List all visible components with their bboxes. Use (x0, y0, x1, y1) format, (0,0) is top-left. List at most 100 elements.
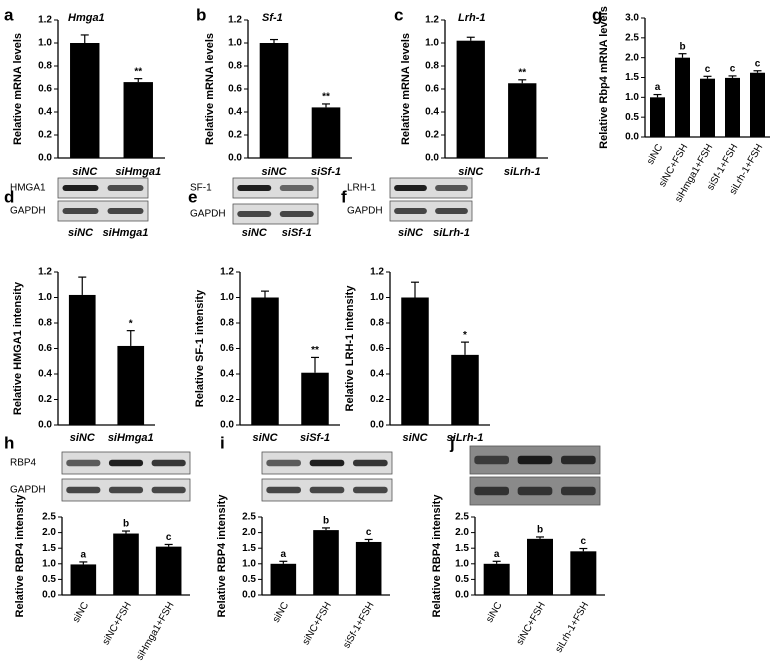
blot-band (266, 486, 301, 494)
bar (725, 77, 740, 137)
panel-letter: b (196, 5, 206, 24)
y-tick-label: 0.6 (38, 84, 52, 95)
annotation: c (705, 64, 711, 75)
bar (313, 530, 339, 595)
panel-letter: j (449, 433, 455, 452)
panel: i 0.0 0.5 1.0 1.5 2.0 2.5 Relative RBP4 intensi… (216, 433, 393, 650)
blot-lane-label: siLrh-1 (433, 227, 470, 239)
annotation: a (81, 550, 87, 561)
y-tick-label: 0.4 (38, 369, 52, 380)
y-tick-label: 1.0 (42, 558, 56, 569)
panel: a Hmga1 0.0 0.2 0.4 0.6 0.8 1.0 1.2 Relative mRNA… (4, 5, 165, 178)
y-tick-label: 2.0 (242, 527, 256, 538)
y-tick-label: 2.0 (42, 527, 56, 538)
panel: h 0.0 0.5 1.0 1.5 2.0 2.5 Relative RBP4 intensi… (4, 433, 191, 662)
y-axis-label: Relative RBP4 intensity (14, 494, 26, 618)
annotation: b (679, 41, 685, 52)
bar (155, 546, 182, 595)
y-tick-label: 0.8 (425, 61, 439, 72)
bar (451, 354, 479, 425)
bar (401, 297, 429, 425)
annotation: c (755, 58, 761, 69)
panel-letter: f (341, 187, 347, 206)
y-tick-label: 2.0 (625, 52, 639, 63)
bar (117, 345, 145, 425)
blot-frame (57, 200, 149, 222)
blot-band (309, 486, 345, 494)
bar (311, 107, 341, 158)
x-tick-label: siNC (458, 166, 484, 178)
bar (483, 563, 510, 595)
y-tick-label: 1.2 (38, 267, 52, 278)
blot-row-label: GAPDH (10, 206, 46, 217)
y-tick-label: 0.2 (38, 394, 52, 405)
y-tick-label: 0.0 (455, 590, 469, 601)
y-tick-label: 0.5 (242, 574, 256, 585)
y-tick-label: 0.6 (228, 84, 242, 95)
bar (301, 372, 329, 425)
y-tick-label: 1.0 (370, 292, 384, 303)
panel: b Sf-1 0.0 0.2 0.4 0.6 0.8 1.0 1.2 Relative mRNA … (196, 5, 352, 178)
x-tick-label: siLrh-1+FSH (553, 600, 591, 654)
x-tick-label: siHmga1 (108, 432, 154, 444)
y-tick-label: 0.0 (38, 420, 52, 431)
y-tick-label: 1.0 (455, 558, 469, 569)
y-tick-label: 1.2 (370, 267, 384, 278)
blot-band (108, 486, 144, 494)
blot-band (279, 211, 314, 217)
bar (750, 72, 765, 137)
x-tick-label: siNC (70, 432, 96, 444)
y-tick-label: 0.4 (228, 107, 242, 118)
chart-title: Sf-1 (262, 12, 283, 24)
blot-band (62, 185, 99, 191)
y-tick-label: 0.6 (370, 343, 384, 354)
panel: g 0.0 0.5 1.0 1.5 2.0 2.5 3.0 Relative Rbp4 mRNA… (592, 5, 770, 204)
blot-row-label: HMGA1 (10, 183, 46, 194)
x-tick-label: siNC+FSH (101, 600, 134, 647)
blot-band (107, 185, 144, 191)
blot-band (66, 486, 101, 494)
y-axis-label: Relative mRNA levels (204, 33, 216, 145)
annotation: a (494, 549, 500, 560)
y-tick-label: 0.4 (220, 369, 234, 380)
y-tick-label: 1.5 (625, 72, 639, 83)
x-tick-label: siNC (261, 166, 287, 178)
x-tick-label: siNC (71, 600, 91, 624)
blot-row-label: LRH-1 (347, 183, 376, 194)
y-axis-label: Relative SF-1 intensity (194, 289, 206, 407)
blot-frame (57, 177, 149, 199)
annotation: a (281, 549, 287, 560)
bar (527, 538, 553, 595)
y-tick-label: 0.2 (370, 394, 384, 405)
y-tick-label: 0.2 (425, 130, 439, 141)
y-tick-label: 0.6 (220, 343, 234, 354)
y-tick-label: 2.5 (625, 32, 639, 43)
y-tick-label: 2.5 (242, 512, 256, 523)
y-tick-label: 1.0 (242, 558, 256, 569)
annotation: c (581, 536, 587, 547)
blot-band (517, 486, 553, 496)
bar (355, 541, 382, 595)
blot-band (561, 486, 596, 496)
blot-band (107, 208, 144, 214)
bar (259, 43, 289, 158)
chart-title: Lrh-1 (458, 12, 486, 24)
y-tick-label: 0.5 (455, 574, 469, 585)
blot-band (62, 208, 99, 214)
annotation: b (123, 519, 129, 530)
y-tick-label: 0.5 (625, 112, 639, 123)
bar (113, 533, 139, 595)
x-tick-label: siSf-1 (311, 166, 341, 178)
y-tick-label: 0.0 (228, 153, 242, 164)
bar (70, 564, 97, 595)
y-tick-label: 0.8 (370, 318, 384, 329)
y-tick-label: 0.0 (425, 153, 439, 164)
bar (650, 97, 665, 137)
y-tick-label: 1.0 (425, 38, 439, 49)
y-tick-label: 0.5 (42, 574, 56, 585)
annotation: b (323, 516, 329, 527)
blot-band (394, 185, 427, 191)
blot-band (561, 455, 596, 465)
x-tick-label: siNC+FSH (515, 600, 548, 647)
